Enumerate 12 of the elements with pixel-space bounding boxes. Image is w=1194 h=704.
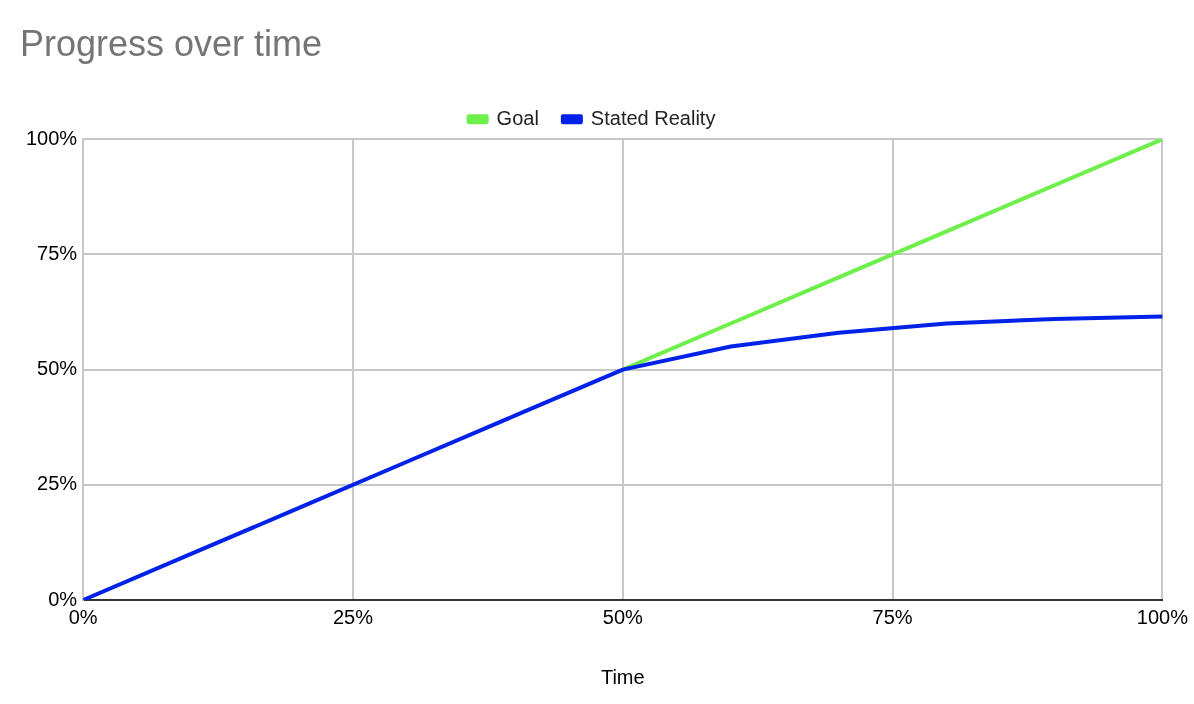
y-tick-label: 50% bbox=[37, 357, 78, 380]
x-axis-title: Time bbox=[600, 665, 645, 688]
chart-title: Progress over time bbox=[20, 22, 323, 64]
x-tick-label: 100% bbox=[1136, 605, 1189, 628]
x-tick-label: 50% bbox=[602, 605, 644, 628]
y-tick-label: 100% bbox=[26, 126, 78, 149]
legend-label: Goal bbox=[496, 106, 539, 129]
x-tick-label: 75% bbox=[872, 605, 913, 628]
legend-label: Stated Reality bbox=[590, 106, 716, 129]
y-tick-label: 25% bbox=[37, 472, 78, 495]
y-tick-label: 75% bbox=[37, 241, 78, 264]
x-tick-label: 25% bbox=[332, 605, 374, 628]
